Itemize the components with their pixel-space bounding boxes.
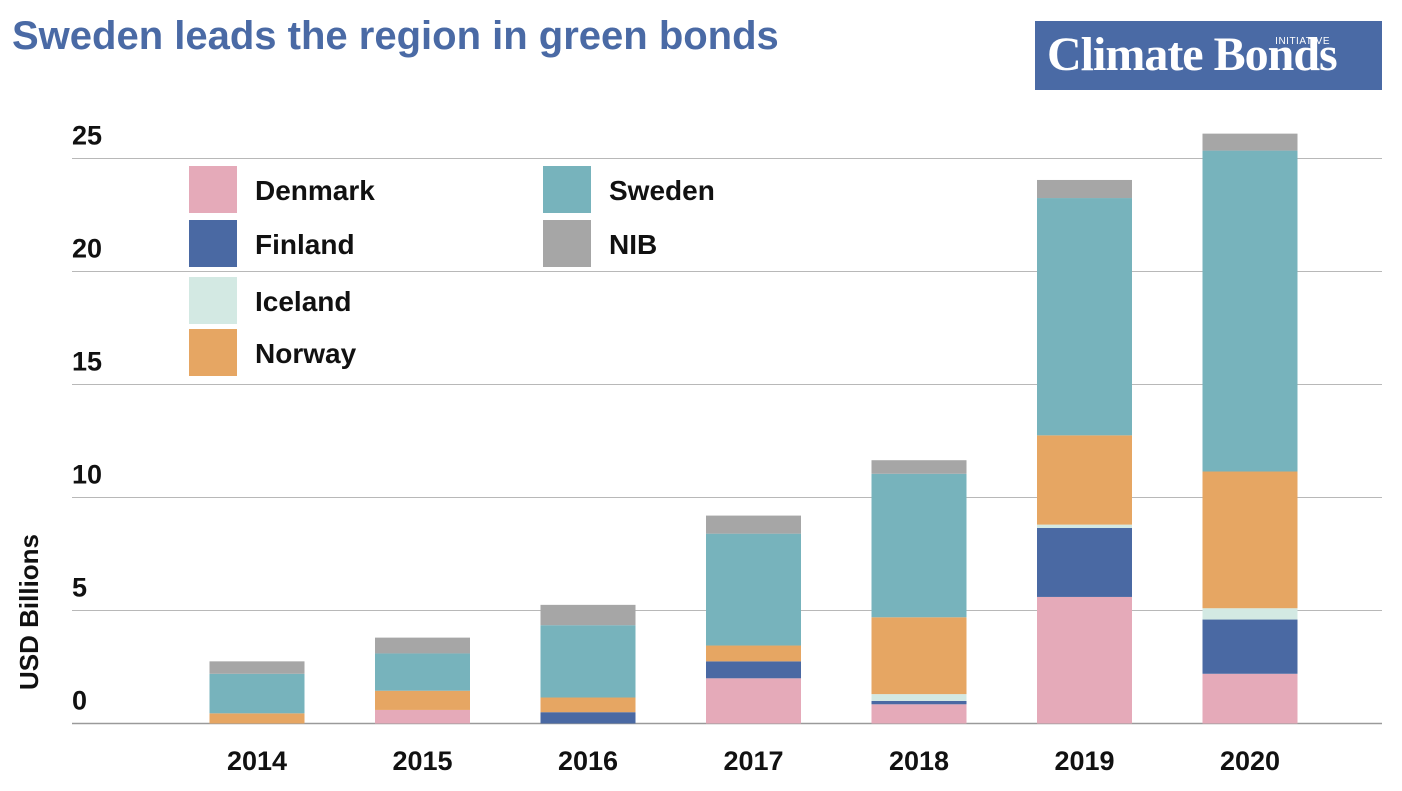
bars <box>209 133 1298 724</box>
bar-finland-2019 <box>1037 528 1132 597</box>
bar-nib-2015 <box>375 637 470 654</box>
y-tick-label: 5 <box>72 573 87 603</box>
bar-nib-2014 <box>209 661 305 674</box>
bar-norway-2014 <box>209 713 305 724</box>
y-axis-ticks: 0 5 10 15 20 25 <box>72 121 102 716</box>
bar-nib-2020 <box>1202 133 1298 151</box>
x-tick-label: 2019 <box>1054 746 1114 776</box>
y-tick-label: 15 <box>72 347 102 377</box>
bar-denmark-2019 <box>1037 596 1132 724</box>
bar-denmark-2015 <box>375 709 470 724</box>
y-tick-label: 20 <box>72 234 102 264</box>
climate-bonds-logo: INITIATIVE Climate Bonds <box>1035 21 1382 90</box>
bar-sweden-2014 <box>209 673 305 714</box>
bar-sweden-2019 <box>1037 198 1132 436</box>
legend-swatch-nib <box>543 220 591 267</box>
legend-label-norway: Norway <box>255 338 357 369</box>
bar-finland-2017 <box>706 661 801 679</box>
bar-nib-2018 <box>871 460 967 474</box>
legend-swatch-denmark <box>189 166 237 213</box>
bar-norway-2015 <box>375 690 470 710</box>
legend-label-iceland: Iceland <box>255 286 351 317</box>
bar-norway-2018 <box>871 617 967 695</box>
legend: Denmark Finland Iceland Norway Sweden NIB <box>189 166 715 376</box>
y-axis-label: USD Billions <box>14 534 44 690</box>
bar-nib-2017 <box>706 515 801 534</box>
bar-sweden-2016 <box>540 625 636 698</box>
bar-norway-2016 <box>540 697 636 713</box>
bar-denmark-2018 <box>871 704 967 724</box>
bar-finland-2018 <box>871 700 967 705</box>
bar-iceland-2018 <box>871 694 967 701</box>
bar-denmark-2020 <box>1202 673 1298 724</box>
chart-title: Sweden leads the region in green bonds <box>12 14 779 58</box>
x-tick-label: 2018 <box>889 746 949 776</box>
bar-norway-2017 <box>706 645 801 662</box>
legend-label-sweden: Sweden <box>609 175 715 206</box>
bar-finland-2016 <box>540 712 636 724</box>
legend-label-nib: NIB <box>609 229 657 260</box>
y-tick-label: 25 <box>72 121 102 151</box>
legend-label-finland: Finland <box>255 229 355 260</box>
y-tick-label: 10 <box>72 460 102 490</box>
logo-wordmark: Climate Bonds <box>1047 28 1338 81</box>
legend-swatch-norway <box>189 329 237 376</box>
legend-label-denmark: Denmark <box>255 175 375 206</box>
x-tick-label: 2015 <box>392 746 452 776</box>
bar-sweden-2015 <box>375 653 470 691</box>
bar-sweden-2020 <box>1202 150 1298 472</box>
bar-iceland-2020 <box>1202 608 1298 620</box>
x-tick-label: 2016 <box>558 746 618 776</box>
bar-norway-2020 <box>1202 471 1298 609</box>
bar-sweden-2018 <box>871 473 967 618</box>
bar-iceland-2019 <box>1037 524 1132 529</box>
x-tick-label: 2020 <box>1220 746 1280 776</box>
x-tick-label: 2017 <box>723 746 783 776</box>
bar-nib-2019 <box>1037 179 1132 199</box>
x-tick-label: 2014 <box>227 746 287 776</box>
bar-denmark-2017 <box>706 678 801 724</box>
legend-swatch-sweden <box>543 166 591 213</box>
bar-nib-2016 <box>540 604 636 626</box>
bar-sweden-2017 <box>706 533 801 646</box>
legend-swatch-finland <box>189 220 237 267</box>
logo-subtitle: INITIATIVE <box>1275 36 1330 47</box>
x-axis-ticks: 2014 2015 2016 2017 2018 2019 2020 <box>227 746 1280 776</box>
bar-finland-2020 <box>1202 619 1298 674</box>
y-tick-label: 0 <box>72 686 87 716</box>
legend-swatch-iceland <box>189 277 237 324</box>
bar-norway-2019 <box>1037 435 1132 525</box>
